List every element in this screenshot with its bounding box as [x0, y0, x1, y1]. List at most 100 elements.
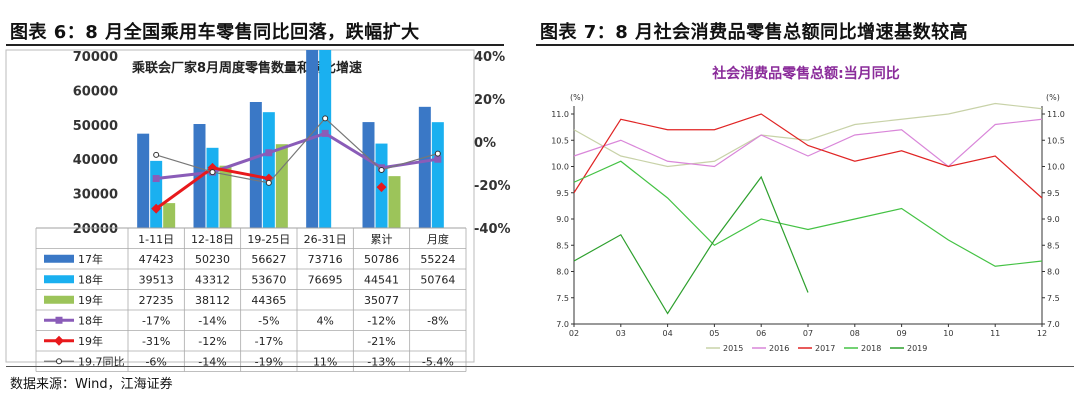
data-label: 50230 [195, 253, 230, 266]
data-label: -31% [142, 335, 170, 348]
y2-tick-label: -40% [474, 222, 511, 237]
y-tick-label-right: 8.0 [1047, 268, 1060, 277]
x-tick-label: 10 [943, 329, 953, 338]
x-tick-label: 06 [756, 329, 766, 338]
data-label: -14% [198, 314, 226, 327]
y-tick-label-left: 10.0 [551, 163, 569, 172]
data-label: 43312 [195, 273, 230, 286]
y-tick-label-right: 10.5 [1047, 136, 1065, 145]
marker-4-4 [376, 182, 387, 193]
bar-2-2 [275, 144, 288, 228]
y-tick-label-right: 8.5 [1047, 241, 1060, 250]
legend-label: 19年 [78, 334, 103, 348]
legend-marker-3 [55, 316, 63, 324]
data-label: 55224 [420, 253, 455, 266]
y-tick-label-left: 8.5 [556, 241, 569, 250]
marker-5-4 [378, 166, 385, 173]
data-label: 50764 [420, 273, 455, 286]
marker-4-2 [263, 173, 274, 184]
x-tick-label: 09 [897, 329, 907, 338]
category-label: 12-18日 [191, 233, 234, 246]
legend-label: 19年 [78, 293, 103, 307]
chart7-frame [536, 50, 1074, 364]
y-unit-right: (%) [1046, 93, 1060, 102]
x-tick-label: 03 [616, 329, 626, 338]
line-2018 [573, 160, 1043, 267]
marker-5-2 [265, 179, 272, 186]
y-tick-label-right: 7.5 [1047, 294, 1060, 303]
y-tick-label-left: 10.5 [551, 136, 569, 145]
data-label: -12% [198, 335, 226, 348]
category-label: 26-31日 [304, 233, 347, 246]
y-tick-label-left: 7.0 [556, 320, 569, 329]
x-tick-label: 05 [709, 329, 719, 338]
bar-1-3 [319, 50, 332, 228]
marker-5-3 [322, 115, 329, 122]
category-label: 19-25日 [247, 233, 290, 246]
bar-2-1 [219, 165, 232, 228]
y-tick-label-left: 9.5 [556, 189, 569, 198]
y2-tick-label: 40% [474, 50, 505, 65]
data-label: -8% [427, 314, 448, 327]
data-label: -5% [258, 314, 279, 327]
legend-label-2019: 2019 [907, 344, 927, 353]
y-tick-label-left: 11.0 [551, 110, 569, 119]
bottom-rule [6, 366, 1074, 367]
figure-6-title-rule [6, 44, 504, 46]
data-label: 53670 [251, 273, 286, 286]
data-label: 50786 [364, 253, 399, 266]
y-unit-left: (%) [570, 93, 584, 102]
data-label: -21% [367, 335, 395, 348]
marker-5-1 [209, 169, 216, 176]
line-2016 [573, 118, 1043, 168]
figure-7-title: 图表 7：8 月社会消费品零售总额同比增速基数较高 [540, 22, 969, 43]
y-tick-label-right: 9.0 [1047, 215, 1060, 224]
chart7-title: 社会消费品零售总额:当月同比 [711, 65, 900, 82]
y-tick-label: 70000 [73, 50, 118, 65]
data-label: -19% [255, 355, 283, 368]
bar-1-2 [262, 112, 275, 228]
legend-label-2016: 2016 [769, 344, 789, 353]
legend-swatch-2 [44, 295, 74, 304]
legend-label-2017: 2017 [815, 344, 835, 353]
marker-3-3 [321, 129, 329, 137]
chart6-title: 乘联会厂家8月周度零售数量和同比增速 [131, 60, 362, 76]
y-tick-label: 30000 [73, 188, 118, 203]
category-label: 月度 [427, 232, 449, 246]
y-tick-label: 40000 [73, 153, 118, 168]
line-2017 [573, 113, 1043, 199]
bar-0-2 [249, 102, 262, 228]
bar-2-0 [163, 203, 176, 228]
marker-3-2 [265, 149, 273, 157]
marker-3-5 [434, 155, 442, 163]
data-label: 35077 [364, 294, 399, 307]
bar-1-1 [206, 147, 219, 228]
y2-tick-label: 20% [474, 93, 505, 108]
marker-3-0 [152, 175, 160, 183]
data-label: -17% [142, 314, 170, 327]
line-2015 [573, 102, 1043, 168]
bar-0-4 [362, 122, 375, 228]
figure-6-title: 图表 6：8 月全国乘用车零售同比回落，跌幅扩大 [10, 22, 420, 43]
x-tick-label: 12 [1037, 329, 1047, 338]
data-label: 38112 [195, 294, 230, 307]
data-label: 47423 [139, 253, 174, 266]
data-label: 4% [316, 314, 333, 327]
marker-5-0 [153, 151, 160, 158]
legend-label: 18年 [78, 272, 103, 286]
bar-1-0 [150, 160, 163, 228]
legend-swatch-0 [44, 254, 74, 263]
x-tick-label: 11 [990, 329, 1000, 338]
x-tick-label: 08 [850, 329, 860, 338]
data-label: -5.4% [422, 355, 454, 368]
y2-tick-label: -20% [474, 179, 511, 194]
y2-tick-label: 0% [474, 136, 496, 151]
legend-label: 19.7同比 [78, 355, 125, 368]
y-tick-label: 60000 [73, 84, 118, 99]
bar-1-5 [431, 122, 444, 228]
data-label: -6% [145, 355, 166, 368]
y-tick-label: 50000 [73, 119, 118, 134]
y-tick-label-left: 9.0 [556, 215, 569, 224]
x-tick-label: 07 [803, 329, 813, 338]
x-tick-label: 02 [569, 329, 579, 338]
